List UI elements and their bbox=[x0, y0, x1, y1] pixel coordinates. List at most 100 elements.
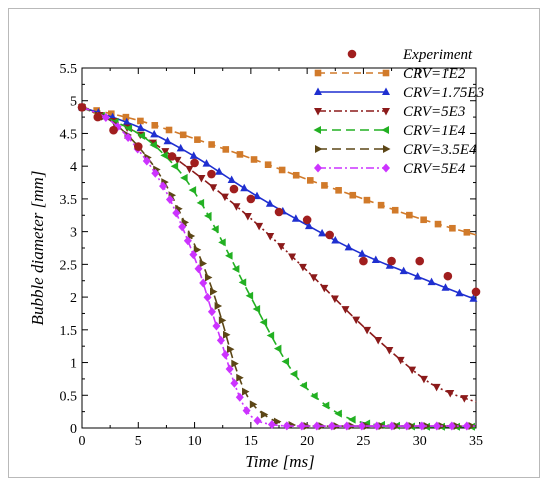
data-point bbox=[199, 278, 208, 288]
legend-marker bbox=[314, 87, 322, 95]
legend-label: CRV=1E2 bbox=[403, 66, 466, 82]
data-point bbox=[432, 383, 441, 392]
series-crv-5e4 bbox=[78, 102, 476, 431]
series-crv-1-75e3 bbox=[78, 102, 478, 302]
data-point bbox=[434, 220, 442, 228]
data-point bbox=[372, 421, 381, 431]
data-point bbox=[374, 337, 383, 345]
experiment-point bbox=[77, 102, 87, 112]
data-point bbox=[250, 156, 258, 163]
data-point bbox=[455, 288, 464, 297]
x-axis-label: Time [ms] bbox=[245, 452, 314, 471]
legend-marker bbox=[382, 163, 390, 173]
data-point bbox=[218, 238, 226, 247]
data-point bbox=[242, 406, 251, 416]
data-point bbox=[230, 378, 239, 388]
data-point bbox=[183, 236, 192, 246]
data-point bbox=[278, 166, 286, 174]
legend-item: CRV=5E3 bbox=[314, 104, 465, 120]
data-point bbox=[149, 141, 157, 150]
data-point bbox=[207, 307, 216, 317]
y-tick-label: 2.5 bbox=[60, 258, 78, 273]
experiment-point bbox=[207, 169, 216, 179]
data-point bbox=[320, 284, 329, 293]
data-point bbox=[107, 110, 115, 118]
data-point bbox=[163, 136, 172, 145]
x-tick-label: 15 bbox=[244, 434, 258, 449]
legend-item: CRV=3.5E4 bbox=[315, 142, 477, 158]
data-point bbox=[463, 229, 471, 236]
data-point bbox=[218, 316, 227, 325]
data-point bbox=[151, 168, 160, 178]
data-point bbox=[185, 165, 194, 174]
data-point bbox=[196, 198, 205, 207]
y-axis-label: Bubble diameter [mm] bbox=[28, 171, 47, 326]
data-point bbox=[212, 321, 221, 331]
data-point bbox=[309, 274, 318, 282]
data-point bbox=[427, 277, 436, 286]
data-point bbox=[165, 126, 173, 134]
data-point bbox=[222, 146, 230, 153]
experiment-point bbox=[133, 142, 143, 151]
legend-marker bbox=[315, 145, 323, 153]
experiment-point bbox=[443, 271, 453, 281]
experiment-point bbox=[190, 158, 199, 168]
data-point bbox=[194, 264, 203, 274]
legend-label: CRV=5E4 bbox=[403, 161, 466, 177]
data-point bbox=[226, 345, 235, 354]
experiment-point bbox=[229, 184, 239, 194]
data-point bbox=[232, 203, 241, 211]
data-point bbox=[193, 245, 202, 254]
data-point bbox=[277, 243, 286, 251]
data-point bbox=[137, 131, 146, 140]
data-point bbox=[349, 191, 357, 199]
data-point bbox=[321, 182, 328, 189]
data-point bbox=[441, 283, 450, 291]
data-point bbox=[306, 177, 314, 184]
data-point bbox=[358, 249, 367, 257]
figure-frame bbox=[8, 8, 540, 478]
data-point bbox=[310, 392, 318, 401]
data-point bbox=[348, 415, 356, 424]
data-point bbox=[335, 187, 342, 194]
legend-item: Experiment bbox=[347, 47, 473, 63]
legend-marker bbox=[382, 69, 390, 77]
x-tick-label: 0 bbox=[79, 434, 86, 449]
data-point bbox=[227, 175, 236, 184]
experiment-point bbox=[109, 125, 118, 135]
data-point bbox=[197, 174, 206, 183]
legend-item: CRV=1E4 bbox=[313, 123, 466, 139]
data-point bbox=[252, 191, 261, 200]
data-point bbox=[245, 291, 254, 300]
data-point bbox=[238, 278, 247, 287]
data-point bbox=[341, 306, 350, 314]
data-point bbox=[289, 370, 298, 379]
experiment-point bbox=[325, 230, 334, 240]
data-point bbox=[194, 136, 201, 143]
data-point bbox=[446, 390, 455, 398]
data-point bbox=[203, 292, 212, 302]
data-point bbox=[460, 395, 469, 403]
legend-label: CRV=1E4 bbox=[403, 123, 466, 139]
data-point bbox=[298, 263, 307, 272]
legend-marker bbox=[383, 145, 391, 153]
series-experiment bbox=[77, 102, 481, 297]
data-point bbox=[222, 330, 231, 339]
data-point bbox=[253, 416, 262, 426]
data-point bbox=[334, 409, 342, 418]
data-point bbox=[420, 216, 427, 224]
experiment-point bbox=[359, 256, 368, 266]
data-point bbox=[462, 421, 471, 431]
data-point bbox=[281, 357, 290, 366]
y-tick-label: 4 bbox=[70, 160, 77, 175]
data-point bbox=[363, 196, 371, 204]
legend-marker bbox=[314, 108, 322, 116]
data-point bbox=[231, 359, 239, 368]
data-point bbox=[260, 410, 269, 419]
data-point bbox=[327, 421, 336, 431]
data-point bbox=[371, 255, 380, 264]
data-point bbox=[387, 421, 396, 431]
y-tick-label: 1 bbox=[70, 357, 77, 372]
data-point bbox=[417, 421, 426, 431]
x-tick-label: 20 bbox=[300, 434, 314, 449]
